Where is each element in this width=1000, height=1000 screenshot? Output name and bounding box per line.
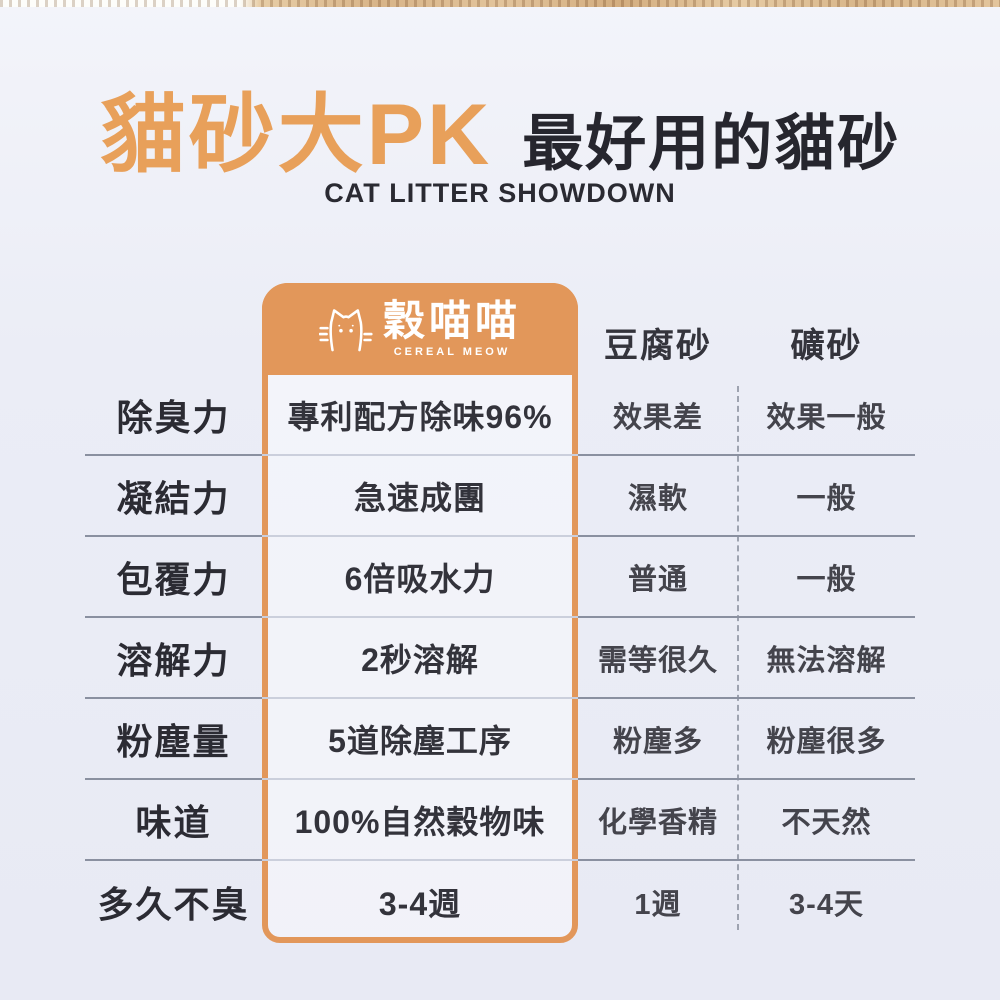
cat-face-icon bbox=[318, 304, 373, 354]
brand-highlight-box bbox=[262, 283, 578, 943]
tofu-value: 濕軟 bbox=[578, 456, 738, 537]
brand-logo-subtext: CEREAL MEOW bbox=[393, 346, 511, 358]
row-label: 粉塵量 bbox=[85, 699, 262, 780]
row-label: 多久不臭 bbox=[97, 883, 250, 925]
mineral-value: 一般 bbox=[738, 456, 915, 537]
tofu-value: 粉塵多 bbox=[578, 699, 738, 780]
brand-value: 6倍吸水力 bbox=[262, 537, 578, 618]
brand-value: 急速成團 bbox=[262, 456, 578, 537]
brand-value: 2秒溶解 bbox=[262, 618, 578, 699]
brand-value: 100%自然穀物味 bbox=[262, 780, 578, 861]
mineral-value: 一般 bbox=[738, 537, 915, 618]
row-label: 溶解力 bbox=[85, 618, 262, 699]
brand-logo-text: 穀喵喵 bbox=[382, 297, 521, 344]
mineral-value: 3-4天 bbox=[789, 888, 864, 921]
row-label: 除臭力 bbox=[85, 375, 262, 456]
title-main: 最好用的貓砂 bbox=[522, 109, 901, 177]
mineral-value: 效果一般 bbox=[738, 375, 915, 456]
tofu-value: 普通 bbox=[578, 537, 738, 618]
litter-photo-strip bbox=[0, 0, 1000, 7]
title-accent: 貓砂大PK bbox=[99, 87, 493, 183]
row-label: 包覆力 bbox=[85, 537, 262, 618]
brand-logo-text-block: 穀喵喵 CEREAL MEOW bbox=[382, 297, 521, 359]
header-spacer bbox=[85, 283, 262, 375]
tofu-value: 效果差 bbox=[578, 375, 738, 456]
brand-value: 3-4週 bbox=[378, 885, 462, 922]
mineral-value: 無法溶解 bbox=[738, 618, 915, 699]
column-header-mineral: 礦砂 bbox=[790, 327, 863, 365]
brand-value: 專利配方除味96% bbox=[262, 375, 578, 456]
row-label: 味道 bbox=[85, 780, 262, 861]
tofu-value: 1週 bbox=[634, 888, 682, 921]
row-label: 凝結力 bbox=[85, 456, 262, 537]
page-subtitle: CAT LITTER SHOWDOWN bbox=[324, 178, 676, 208]
tofu-value: 化學香精 bbox=[578, 780, 738, 861]
comparison-table: 豆腐砂 礦砂 除臭力 專利配方除味96% 效果差 效果一般 凝結力 急速成團 濕… bbox=[85, 283, 915, 942]
page-title: 貓砂大PK 最好用的貓砂 bbox=[0, 64, 1000, 189]
brand-value: 5道除塵工序 bbox=[262, 699, 578, 780]
mineral-value: 粉塵很多 bbox=[738, 699, 915, 780]
brand-header: 穀喵喵 CEREAL MEOW bbox=[262, 283, 578, 375]
column-dashed-divider bbox=[737, 386, 739, 930]
column-header-tofu: 豆腐砂 bbox=[604, 327, 712, 365]
mineral-value: 不天然 bbox=[738, 780, 915, 861]
tofu-value: 需等很久 bbox=[578, 618, 738, 699]
